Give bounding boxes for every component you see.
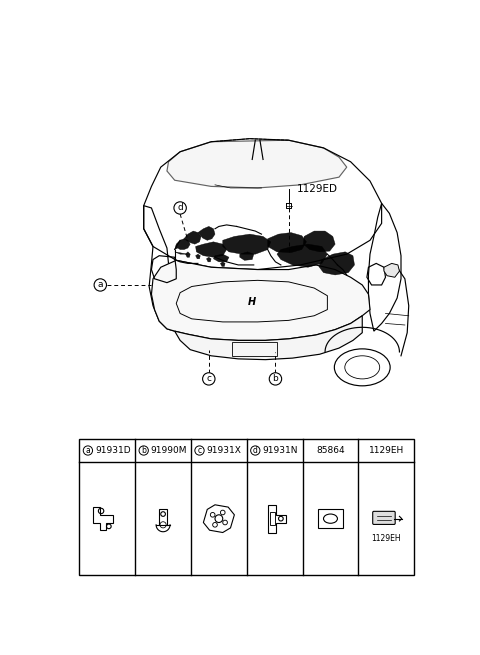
Polygon shape xyxy=(214,254,229,262)
Text: d: d xyxy=(177,204,183,212)
Polygon shape xyxy=(198,227,215,240)
Polygon shape xyxy=(196,254,200,259)
Polygon shape xyxy=(268,233,306,253)
Text: 1129ED: 1129ED xyxy=(296,183,337,194)
Bar xyxy=(79,439,414,575)
Polygon shape xyxy=(196,242,227,257)
Circle shape xyxy=(94,279,107,291)
Circle shape xyxy=(195,446,204,455)
Text: b: b xyxy=(273,375,278,383)
Text: H: H xyxy=(248,297,256,307)
Polygon shape xyxy=(319,252,355,275)
Polygon shape xyxy=(184,231,201,244)
Polygon shape xyxy=(220,262,225,267)
Text: a: a xyxy=(97,280,103,290)
Text: a: a xyxy=(85,446,90,455)
Text: 85864: 85864 xyxy=(316,446,345,455)
Text: 91990M: 91990M xyxy=(151,446,187,455)
Polygon shape xyxy=(277,244,327,267)
Polygon shape xyxy=(303,231,335,252)
Bar xyxy=(318,510,343,528)
Text: 91931D: 91931D xyxy=(95,446,131,455)
Text: d: d xyxy=(253,446,258,455)
Polygon shape xyxy=(240,252,254,260)
Text: 1129EH: 1129EH xyxy=(369,446,404,455)
Polygon shape xyxy=(167,140,347,188)
Text: 91931X: 91931X xyxy=(206,446,241,455)
Polygon shape xyxy=(175,316,362,360)
Text: b: b xyxy=(141,446,146,455)
Text: 91931N: 91931N xyxy=(262,446,298,455)
Circle shape xyxy=(174,202,186,214)
Text: c: c xyxy=(197,446,202,455)
Polygon shape xyxy=(223,234,271,254)
FancyBboxPatch shape xyxy=(372,512,395,525)
Circle shape xyxy=(139,446,148,455)
Bar xyxy=(270,512,275,525)
Polygon shape xyxy=(152,260,370,341)
Text: c: c xyxy=(206,375,211,383)
Polygon shape xyxy=(175,239,190,250)
Polygon shape xyxy=(384,263,399,277)
Text: 1129EH: 1129EH xyxy=(372,534,401,543)
Circle shape xyxy=(251,446,260,455)
Circle shape xyxy=(269,373,282,385)
Circle shape xyxy=(203,373,215,385)
Polygon shape xyxy=(206,257,211,262)
Polygon shape xyxy=(175,252,188,254)
Circle shape xyxy=(83,446,93,455)
Polygon shape xyxy=(186,252,190,257)
